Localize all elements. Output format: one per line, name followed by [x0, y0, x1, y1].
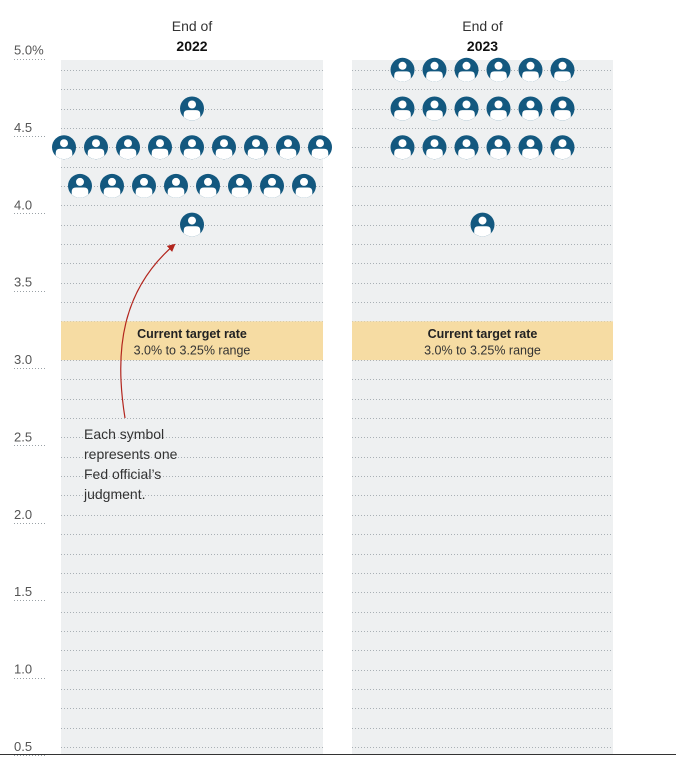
- column-label-top: End of: [462, 18, 503, 34]
- person-icon: [454, 96, 479, 121]
- person-icon: [196, 173, 220, 198]
- person-icon: [116, 135, 140, 160]
- target-band-range: 3.0% to 3.25% range: [134, 343, 251, 357]
- person-icon: [164, 173, 188, 198]
- person-icon: [422, 57, 447, 82]
- person-icon: [244, 135, 268, 160]
- person-icon: [260, 173, 284, 198]
- person-icon: [518, 96, 543, 121]
- person-icon: [84, 135, 108, 160]
- person-icon: [276, 135, 300, 160]
- y-tick-label: 3.5: [14, 275, 32, 290]
- person-icon: [454, 57, 479, 82]
- target-rate-band-2023: [352, 321, 613, 361]
- y-tick-label: 1.5: [14, 584, 32, 599]
- person-icon: [100, 173, 124, 198]
- y-tick-label: 0.5: [14, 739, 32, 754]
- column-panel-2023: [352, 60, 613, 754]
- column-label-year: 2022: [176, 38, 207, 54]
- person-icon: [550, 96, 575, 121]
- column-label-year: 2023: [467, 38, 498, 54]
- person-icon: [308, 135, 332, 160]
- y-tick-label: 3.0: [14, 352, 32, 367]
- person-icon: [148, 135, 172, 160]
- target-band-title: Current target rate: [137, 327, 247, 341]
- y-tick-label: 4.5: [14, 120, 32, 135]
- person-icon: [518, 57, 543, 82]
- symbol-annotation: Each symbol represents one Fed official’…: [84, 426, 178, 502]
- y-tick-label: 1.0: [14, 662, 32, 677]
- person-icon: [132, 173, 156, 198]
- person-icon: [486, 135, 511, 160]
- person-icon: [390, 57, 415, 82]
- person-icon: [68, 173, 92, 198]
- person-icon: [180, 96, 204, 121]
- person-icon: [180, 135, 204, 160]
- person-icon: [518, 135, 543, 160]
- column-panel-2022: [61, 60, 323, 754]
- person-icon: [180, 212, 204, 237]
- person-icon: [292, 173, 316, 198]
- column-label-top: End of: [172, 18, 213, 34]
- person-icon: [550, 135, 575, 160]
- y-tick-label: 4.0: [14, 197, 32, 212]
- person-icon: [454, 135, 479, 160]
- person-icon: [390, 96, 415, 121]
- person-icon: [470, 212, 495, 237]
- y-tick-label: 2.5: [14, 429, 32, 444]
- person-icon: [228, 173, 252, 198]
- person-icon: [486, 96, 511, 121]
- y-tick-label: 2.0: [14, 507, 32, 522]
- person-icon: [486, 57, 511, 82]
- person-icon: [550, 57, 575, 82]
- person-icon: [52, 135, 76, 160]
- target-band-title: Current target rate: [428, 327, 538, 341]
- y-tick-label: 5.0%: [14, 43, 44, 58]
- target-band-range: 3.0% to 3.25% range: [424, 343, 541, 357]
- person-icon: [422, 96, 447, 121]
- person-icon: [212, 135, 236, 160]
- annotation-arrow: [120, 243, 176, 419]
- person-icon: [422, 135, 447, 160]
- target-rate-band-2022: [61, 321, 323, 361]
- person-icon: [390, 135, 415, 160]
